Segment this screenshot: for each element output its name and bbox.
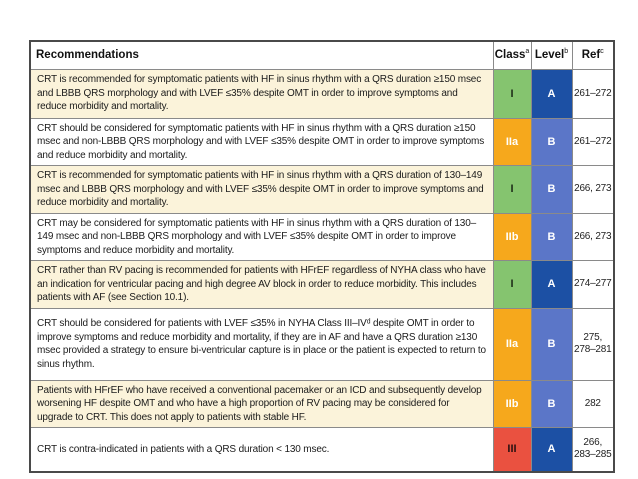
reference-numbers: 266, 273 bbox=[571, 212, 615, 261]
header-ref-label: Ref bbox=[581, 49, 601, 62]
recommendation-text: CRT may be considered for symptomatic pa… bbox=[29, 212, 494, 261]
header-class-sup: a bbox=[525, 48, 530, 56]
reference-numbers: 266, 273 bbox=[571, 165, 615, 214]
level-badge: B bbox=[530, 379, 573, 428]
header-ref: Refc bbox=[571, 40, 615, 70]
level-badge: A bbox=[530, 260, 573, 309]
reference-numbers: 274–277 bbox=[571, 260, 615, 309]
class-badge: I bbox=[492, 68, 532, 119]
header-class-label: Class bbox=[494, 49, 526, 62]
level-badge: B bbox=[530, 307, 573, 381]
header-level-label: Level bbox=[534, 49, 565, 62]
table-row: CRT is contra-indicated in patients with… bbox=[29, 427, 615, 472]
header-class: Classa bbox=[492, 40, 532, 70]
table-row: CRT should be considered for symptomatic… bbox=[29, 117, 615, 166]
class-badge: IIb bbox=[492, 212, 532, 261]
table-row: CRT is recommended for symptomatic patie… bbox=[29, 165, 615, 214]
header-level-sup: b bbox=[564, 48, 569, 56]
class-badge: I bbox=[492, 260, 532, 309]
class-badge: IIa bbox=[492, 307, 532, 381]
table-row: CRT is recommended for symptomatic patie… bbox=[29, 68, 615, 119]
recommendation-text: CRT is recommended for symptomatic patie… bbox=[29, 165, 494, 214]
class-badge: IIb bbox=[492, 379, 532, 428]
recommendation-text: CRT should be considered for symptomatic… bbox=[29, 117, 494, 166]
class-badge: I bbox=[492, 165, 532, 214]
header-level: Levelb bbox=[530, 40, 573, 70]
header-recommendations: Recommendations bbox=[29, 40, 494, 70]
reference-numbers: 275, 278–281 bbox=[571, 307, 615, 381]
recommendation-text: Patients with HFrEF who have received a … bbox=[29, 379, 494, 428]
table-row: Patients with HFrEF who have received a … bbox=[29, 379, 615, 428]
class-badge: IIa bbox=[492, 117, 532, 166]
recommendation-text: CRT is recommended for symptomatic patie… bbox=[29, 68, 494, 119]
table-row: CRT rather than RV pacing is recommended… bbox=[29, 260, 615, 309]
level-badge: B bbox=[530, 117, 573, 166]
table-row: CRT should be considered for patients wi… bbox=[29, 307, 615, 381]
level-badge: A bbox=[530, 68, 573, 119]
level-badge: B bbox=[530, 212, 573, 261]
recommendation-text: CRT rather than RV pacing is recommended… bbox=[29, 260, 494, 309]
reference-numbers: 261–272 bbox=[571, 117, 615, 166]
recommendation-text: CRT is contra-indicated in patients with… bbox=[29, 427, 494, 472]
header-ref-sup: c bbox=[600, 48, 604, 56]
reference-numbers: 266, 283–285 bbox=[571, 427, 615, 472]
reference-numbers: 282 bbox=[571, 379, 615, 428]
table-header-row: Recommendations Classa Levelb Refc bbox=[29, 40, 615, 70]
table-row: CRT may be considered for symptomatic pa… bbox=[29, 212, 615, 261]
recommendations-table: Recommendations Classa Levelb Refc CRT i… bbox=[29, 40, 615, 473]
reference-numbers: 261–272 bbox=[571, 68, 615, 119]
recommendation-text: CRT should be considered for patients wi… bbox=[29, 307, 494, 381]
class-badge: III bbox=[492, 427, 532, 472]
level-badge: A bbox=[530, 427, 573, 472]
level-badge: B bbox=[530, 165, 573, 214]
